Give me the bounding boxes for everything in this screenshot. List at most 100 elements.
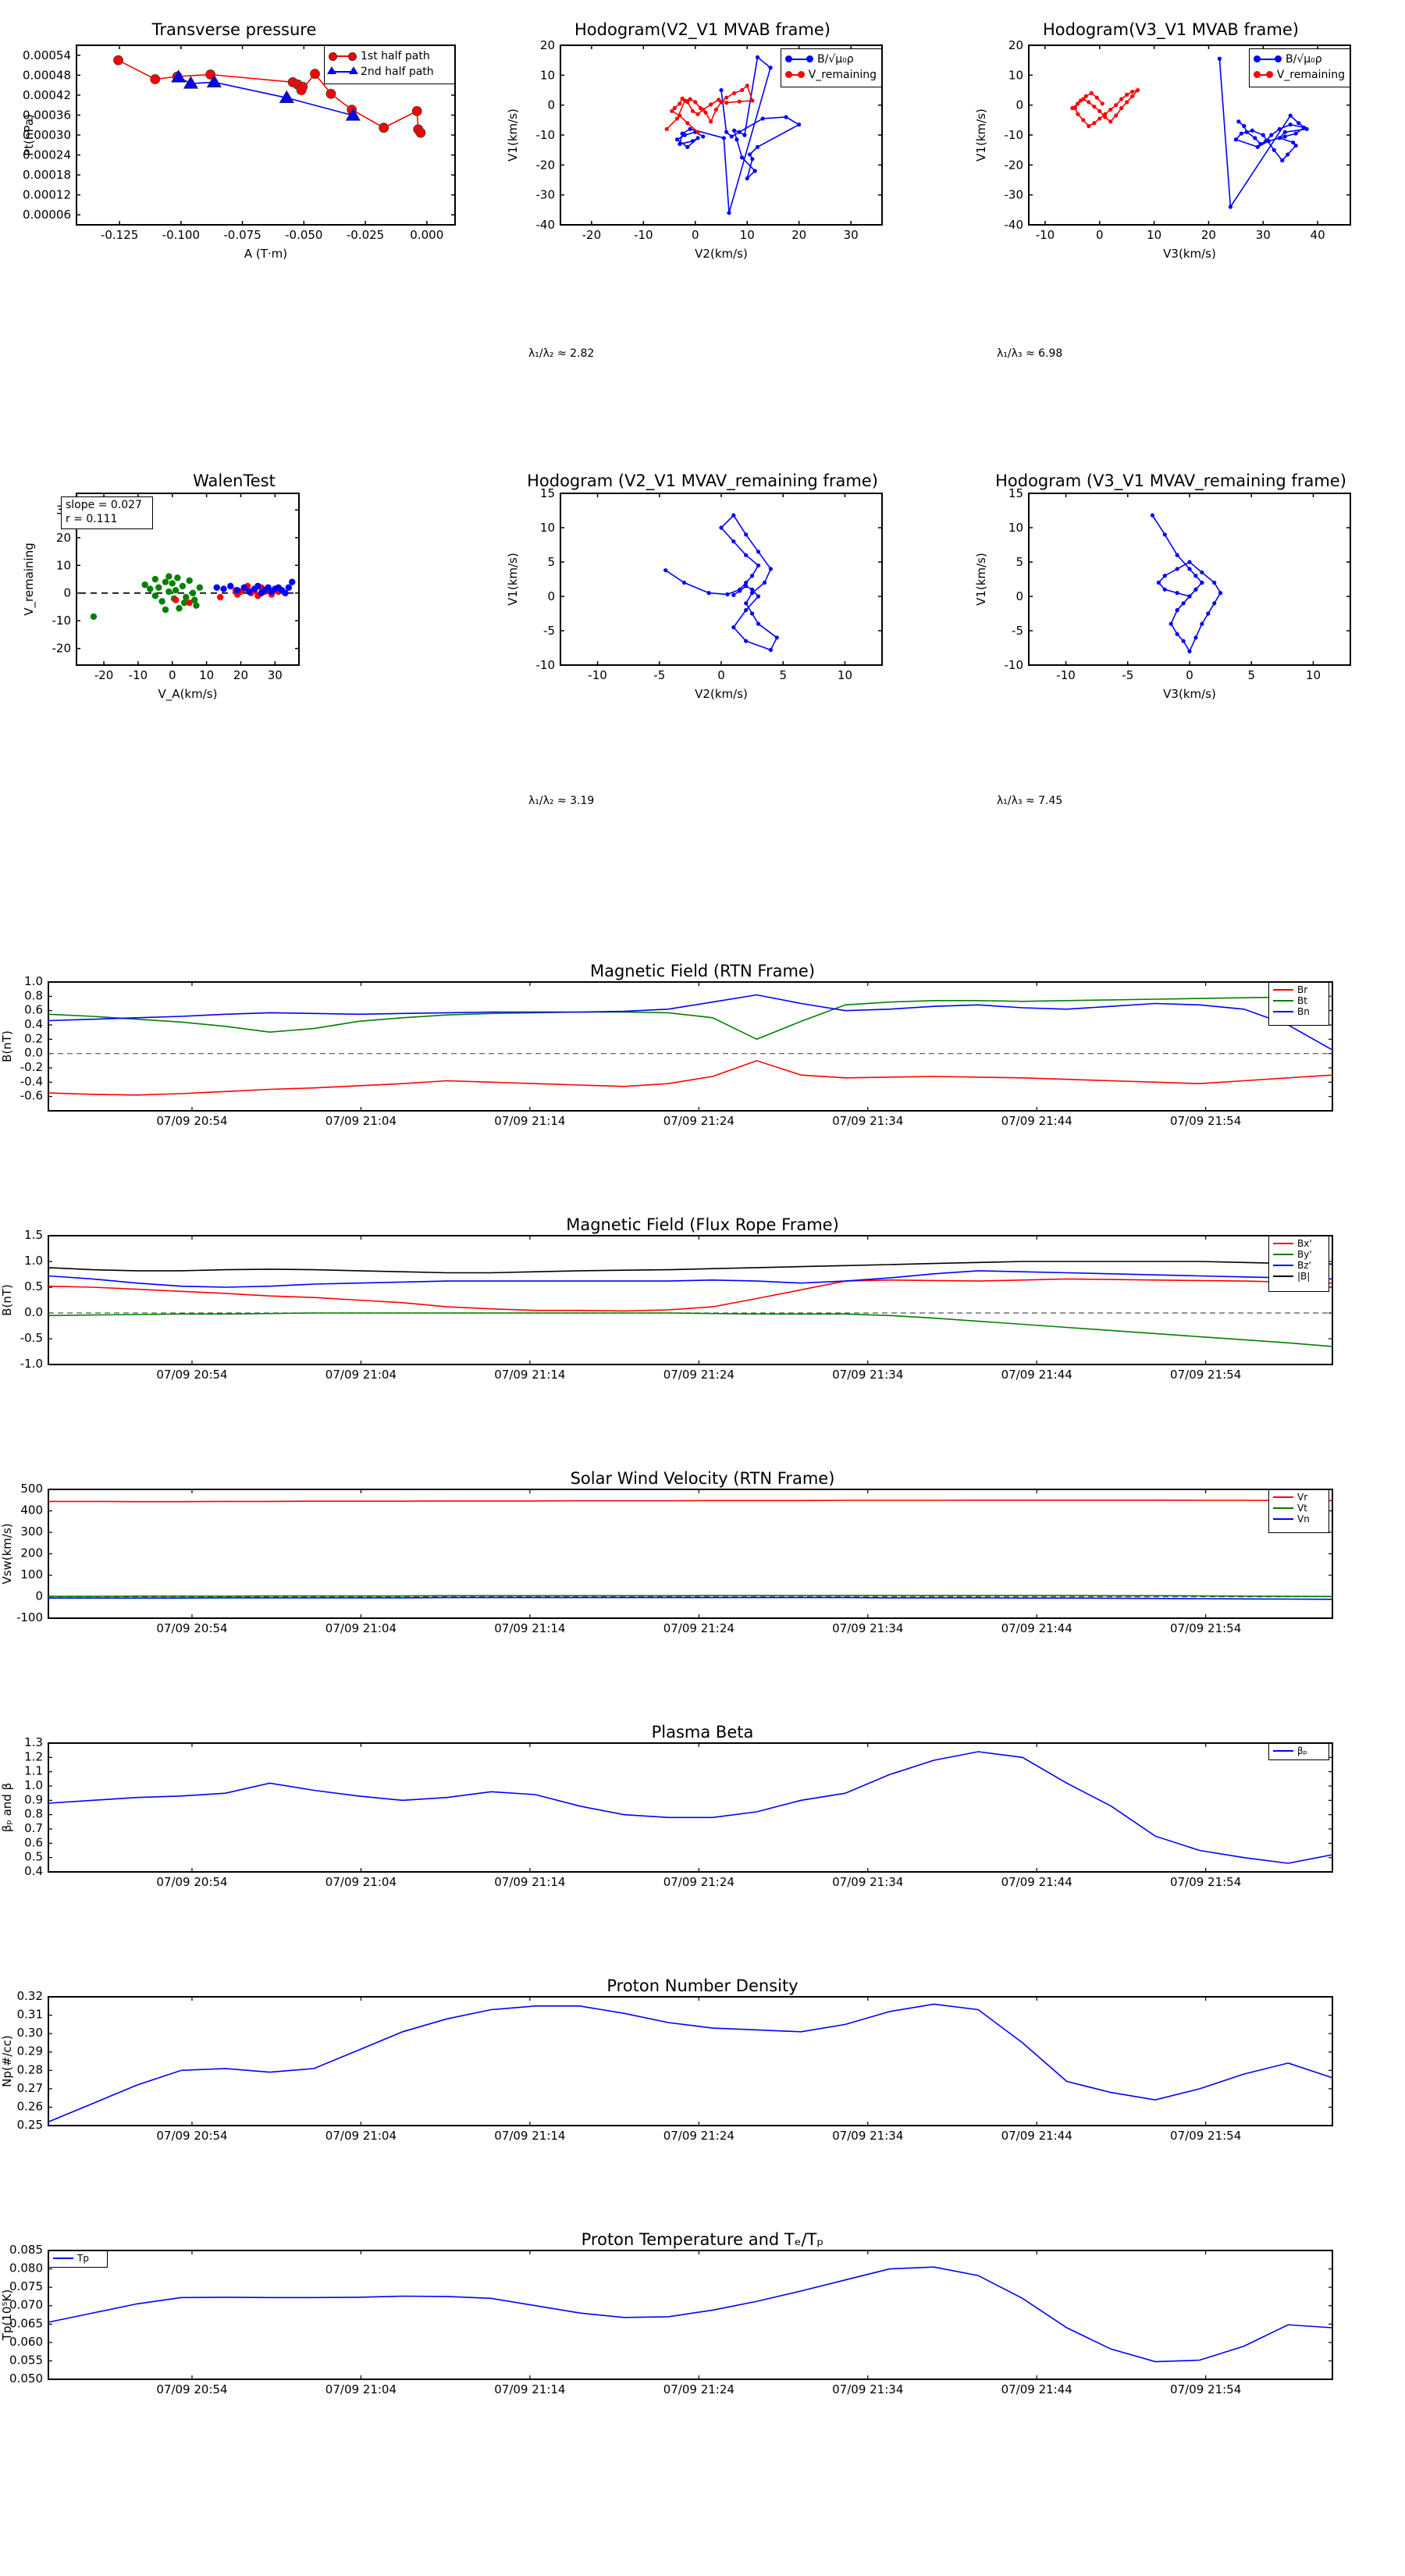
panel-hodogram-v2v1-mvab: Hodogram(V2_V1 MVAB frame) -20 -10 0 10 20 30… [468, 16, 937, 437]
svg-text:Np(#/cc): Np(#/cc) [0, 2035, 14, 2087]
svg-text:07/09 21:14: 07/09 21:14 [494, 2382, 565, 2396]
panel-title: Transverse pressure [151, 20, 317, 39]
svg-text:07/09 21:44: 07/09 21:44 [1001, 1114, 1072, 1128]
svg-text:V2(km/s): V2(km/s) [695, 687, 748, 701]
panel-title: Magnetic Field (RTN Frame) [589, 962, 816, 980]
svg-text:0.00042: 0.00042 [23, 88, 71, 102]
svg-text:0.0: 0.0 [24, 1305, 43, 1319]
svg-text:-0.125: -0.125 [101, 228, 138, 242]
legend-row: By' [1273, 1249, 1325, 1260]
legend-row: βₚ [1273, 1745, 1325, 1756]
svg-text:5: 5 [779, 668, 787, 682]
svg-text:-10: -10 [634, 228, 653, 242]
svg-text:0.00006: 0.00006 [23, 208, 71, 222]
svg-text:0.080: 0.080 [9, 2261, 43, 2275]
legend-swatch-tp [53, 2258, 73, 2259]
svg-text:10: 10 [838, 668, 852, 682]
svg-text:0.060: 0.060 [9, 2335, 43, 2349]
svg-text:-20: -20 [52, 642, 72, 656]
svg-text:07/09 21:44: 07/09 21:44 [1001, 2382, 1072, 2396]
panel-title: Hodogram(V2_V1 MVAB frame) [574, 20, 831, 39]
svg-text:V3(km/s): V3(km/s) [1163, 687, 1216, 701]
legend-row: |B| [1273, 1271, 1325, 1282]
panel-proton-temperature: Proton Temperature and Tₑ/Tₚ 0.050 0.055 0… [0, 2229, 1405, 2439]
svg-text:0.4: 0.4 [24, 1017, 43, 1031]
eigenvalue-ratio-annotation: λ₁/λ₂ ≈ 3.19 [528, 795, 595, 807]
legend-swatch-balfven [785, 55, 813, 62]
svg-text:07/09 20:54: 07/09 20:54 [156, 1114, 227, 1128]
svg-text:0.00048: 0.00048 [23, 68, 71, 82]
svg-text:07/09 21:54: 07/09 21:54 [1170, 1368, 1241, 1382]
svg-text:20: 20 [1201, 228, 1216, 242]
svg-text:30: 30 [268, 668, 283, 682]
svg-text:-10: -10 [1036, 228, 1055, 242]
svg-text:07/09 21:04: 07/09 21:04 [325, 1368, 397, 1382]
legend-plasma-beta: βₚ [1268, 1743, 1329, 1760]
svg-text:0.25: 0.25 [17, 2118, 43, 2132]
svg-text:1.0: 1.0 [24, 974, 43, 988]
proton-temperature-svg: 0.050 0.055 0.060 0.065 0.070 0.075 0.080 0.085… [0, 2243, 1333, 2396]
svg-text:0.26: 0.26 [17, 2099, 43, 2113]
svg-text:-20: -20 [1005, 158, 1024, 172]
legend-b-rtn: Br Bt Bn [1268, 982, 1329, 1026]
svg-text:0.27: 0.27 [17, 2081, 43, 2095]
svg-text:10: 10 [1147, 228, 1161, 242]
svg-text:07/09 21:54: 07/09 21:54 [1170, 2129, 1241, 2143]
svg-text:07/09 21:24: 07/09 21:24 [663, 1621, 735, 1635]
svg-text:0.000: 0.000 [410, 228, 443, 242]
legend-swatch-bt [1273, 1000, 1293, 1002]
svg-text:-10: -10 [129, 668, 148, 682]
svg-text:07/09 21:54: 07/09 21:54 [1170, 2382, 1241, 2396]
walen-fit-annotation: slope = 0.027 r = 0.111 [61, 496, 153, 529]
svg-text:10: 10 [56, 558, 71, 572]
legend-row: B/√μ₀ρ [785, 52, 877, 67]
eigenvalue-ratio-annotation: λ₁/λ₃ ≈ 7.45 [997, 795, 1063, 807]
legend-swatch-bzp [1273, 1265, 1293, 1266]
hodogram-v2v1-mvab-svg: -20 -10 0 10 20 30 -40 -30 -20 -10 0 10 20 V2(km/s) V1… [506, 38, 883, 261]
legend-row: Vr [1273, 1492, 1325, 1503]
svg-text:07/09 21:14: 07/09 21:14 [494, 1114, 565, 1128]
svg-text:0.00054: 0.00054 [23, 48, 71, 62]
legend-label: B/√μ₀ρ [817, 53, 854, 66]
panel-title: WalenTest [193, 471, 276, 490]
eigenvalue-ratio-annotation: λ₁/λ₂ ≈ 2.82 [528, 347, 595, 360]
legend-row: V_remaining [1254, 67, 1345, 83]
svg-text:07/09 21:24: 07/09 21:24 [663, 2129, 735, 2143]
svg-text:300: 300 [20, 1525, 43, 1539]
legend-swatch-balfven [1254, 55, 1282, 62]
panel-title: Hodogram (V2_V1 MVAV_remaining frame) [527, 471, 878, 490]
svg-text:B(nT): B(nT) [0, 1030, 14, 1062]
svg-text:0: 0 [1186, 668, 1193, 682]
svg-text:07/09 21:14: 07/09 21:14 [494, 2129, 565, 2143]
legend-row: Bz' [1273, 1260, 1325, 1271]
legend-transverse-pressure: 1st half path 2nd half path [324, 45, 455, 84]
panel-title: Proton Temperature and Tₑ/Tₚ [581, 2230, 824, 2249]
svg-text:-30: -30 [536, 188, 556, 202]
svg-text:0: 0 [717, 668, 725, 682]
panel-b-fluxrope: Magnetic Field (Flux Rope Frame) -1.0 -0.… [0, 1214, 1405, 1425]
svg-text:-40: -40 [536, 218, 556, 232]
legend-swatch-1st [329, 52, 357, 61]
svg-text:0: 0 [547, 589, 555, 603]
svg-text:0.085: 0.085 [9, 2243, 43, 2257]
svg-text:V1(km/s): V1(km/s) [974, 553, 988, 606]
svg-text:0.8: 0.8 [24, 988, 43, 1002]
legend-label: Vt [1297, 1503, 1307, 1514]
svg-text:5: 5 [1016, 555, 1023, 569]
svg-text:07/09 21:34: 07/09 21:34 [832, 1368, 903, 1382]
svg-text:07/09 21:04: 07/09 21:04 [325, 1114, 397, 1128]
legend-swatch-bmag [1273, 1276, 1293, 1277]
svg-text:20: 20 [1008, 38, 1023, 52]
legend-label: 2nd half path [361, 66, 434, 78]
svg-text:0.6: 0.6 [24, 1835, 43, 1849]
svg-text:0.32: 0.32 [17, 1989, 43, 2003]
svg-text:A (T·m): A (T·m) [244, 247, 287, 261]
legend-label: 1st half path [361, 50, 430, 62]
svg-text:0.28: 0.28 [17, 2062, 43, 2076]
svg-text:0: 0 [63, 586, 71, 600]
svg-text:-1.0: -1.0 [20, 1357, 43, 1371]
legend-hodogram-v2v1-mvab: B/√μ₀ρ V_remaining [781, 48, 882, 87]
svg-text:10: 10 [1306, 668, 1321, 682]
legend-row: B/√μ₀ρ [1254, 52, 1345, 67]
svg-text:-10: -10 [52, 614, 72, 628]
